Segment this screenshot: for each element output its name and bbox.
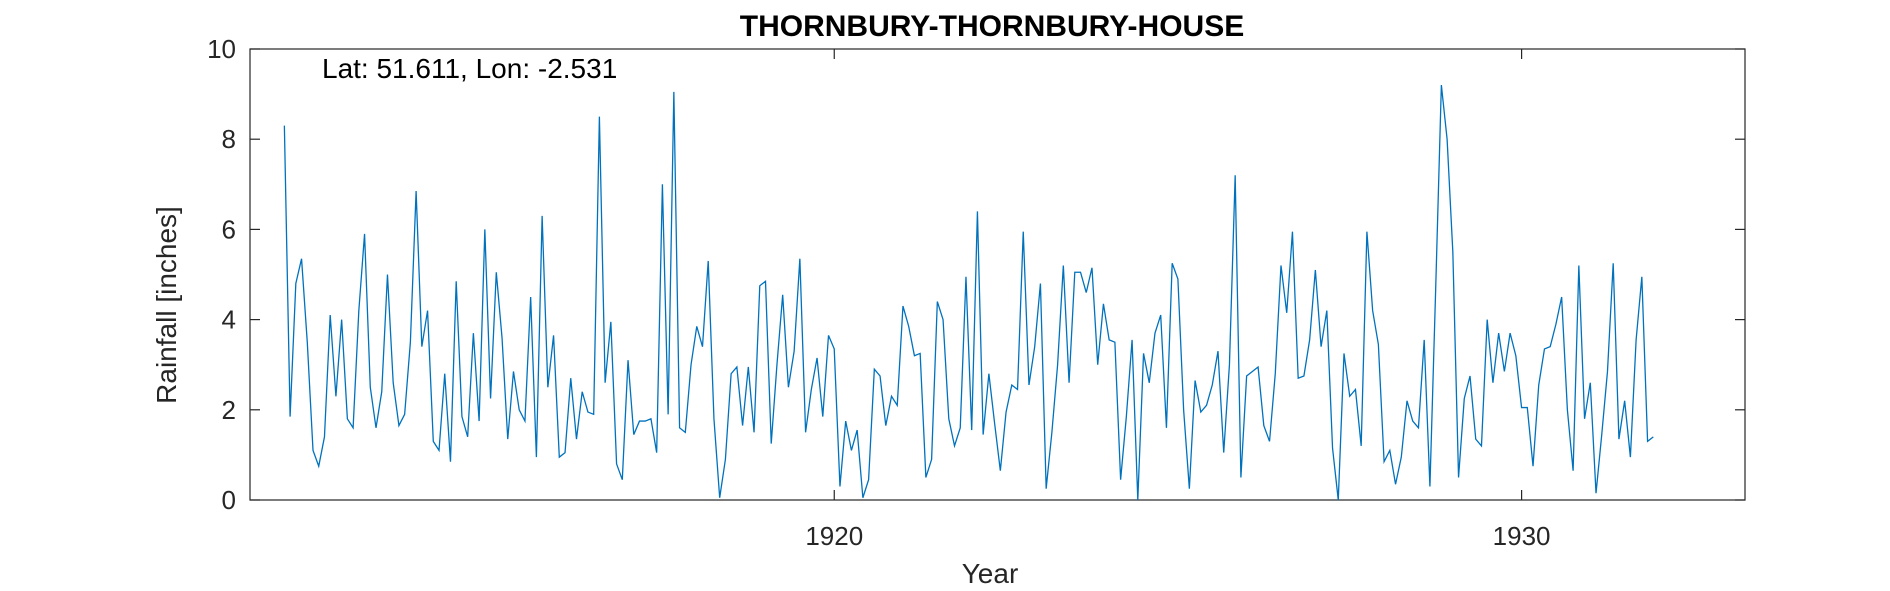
y-tick-label: 2	[222, 395, 236, 425]
y-tick-label: 0	[222, 485, 236, 515]
x-tick-label: 1920	[805, 521, 863, 551]
y-tick-label: 10	[207, 34, 236, 64]
x-tick-label: 1930	[1493, 521, 1551, 551]
y-tick-label: 4	[222, 305, 236, 335]
y-tick-label: 6	[222, 214, 236, 244]
x-axis-label: Year	[962, 558, 1019, 589]
ticks: 0 2 4 6 8 10 1920 1930	[207, 34, 1745, 551]
plot-area-frame	[249, 48, 1746, 501]
rainfall-series-line	[283, 85, 1654, 501]
y-tick-label: 8	[222, 124, 236, 154]
series-group	[283, 85, 1654, 501]
axes	[249, 48, 1746, 501]
chart-title: THORNBURY-THORNBURY-HOUSE	[740, 10, 1244, 43]
y-axis-label: Rainfall [inches]	[151, 206, 182, 404]
location-annotation: Lat: 51.611, Lon: -2.531	[322, 53, 617, 84]
